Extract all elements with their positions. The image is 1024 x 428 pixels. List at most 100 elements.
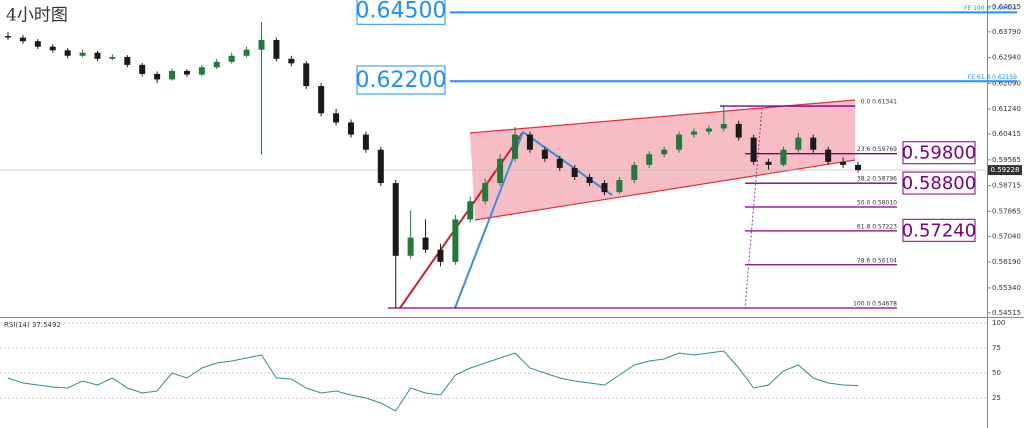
candle-body bbox=[94, 52, 101, 59]
candle-body bbox=[198, 67, 205, 75]
candle-body bbox=[541, 149, 548, 159]
candle-body bbox=[377, 149, 384, 184]
rsi-tick-label: 25 bbox=[992, 394, 1001, 402]
y-tick-label: 0.60415 bbox=[992, 130, 1021, 138]
candle-body bbox=[690, 131, 697, 135]
target-box bbox=[902, 141, 976, 165]
y-tick-label: 0.63790 bbox=[992, 28, 1021, 36]
y-tick-label: 0.61240 bbox=[992, 105, 1021, 113]
current-price-label: 0.59228 bbox=[991, 166, 1020, 174]
candle-body bbox=[467, 201, 474, 220]
candle-body bbox=[482, 183, 489, 202]
candle-body bbox=[750, 137, 757, 162]
candle-body bbox=[5, 36, 11, 38]
y-tick-label: 0.58715 bbox=[992, 182, 1021, 190]
target-box bbox=[902, 218, 976, 242]
candle-body bbox=[347, 122, 354, 135]
target-label: 0.62200 bbox=[356, 68, 447, 93]
fe-label: FE 61.8 0.62159 bbox=[968, 74, 1017, 81]
fib-label: 0.0 0.61341 bbox=[861, 99, 897, 106]
candle-body bbox=[780, 149, 787, 165]
candle-body bbox=[735, 123, 742, 138]
target-label: 0.57240 bbox=[902, 220, 976, 241]
candle-body bbox=[124, 56, 131, 65]
current-price-box bbox=[988, 165, 1022, 176]
rsi-tick-label: 50 bbox=[992, 369, 1001, 377]
candle-body bbox=[154, 73, 161, 80]
candle-body bbox=[392, 183, 399, 256]
candle-body bbox=[840, 161, 847, 165]
candle-body bbox=[79, 52, 86, 56]
candle-body bbox=[601, 183, 608, 193]
candle-body bbox=[676, 134, 683, 150]
candle-body bbox=[631, 164, 638, 181]
y-tick-label: 0.64615 bbox=[992, 3, 1021, 11]
y-tick-label: 0.55340 bbox=[992, 284, 1021, 292]
candle-body bbox=[49, 46, 56, 51]
fib-label: 50.0 0.58010 bbox=[857, 199, 897, 206]
projection-line bbox=[454, 131, 524, 309]
target-box bbox=[356, 0, 446, 25]
candle-body bbox=[497, 158, 504, 184]
fe-label: FE 100.0 0.64433 bbox=[964, 5, 1017, 12]
candle-body bbox=[303, 63, 310, 87]
target-box bbox=[356, 65, 446, 95]
candle-body bbox=[273, 40, 280, 59]
candle-body bbox=[64, 50, 71, 56]
y-tick-label: 0.62090 bbox=[992, 79, 1021, 87]
candle-body bbox=[586, 176, 593, 184]
rsi-tick-label: 100 bbox=[992, 319, 1005, 327]
candle-body bbox=[661, 149, 668, 155]
rsi-tick-label: 75 bbox=[992, 344, 1001, 352]
candle-body bbox=[452, 219, 459, 262]
candle-body bbox=[765, 161, 772, 165]
candle-body bbox=[705, 128, 712, 132]
y-tick-label: 0.57040 bbox=[992, 232, 1021, 240]
candle-body bbox=[616, 180, 623, 193]
fib-label: 38.2 0.58796 bbox=[857, 176, 897, 183]
candle-body bbox=[795, 137, 802, 150]
candle-body bbox=[720, 123, 727, 129]
candle-body bbox=[228, 55, 235, 62]
candle-body bbox=[810, 137, 817, 150]
candle-body bbox=[646, 154, 653, 165]
chart-title: 4小时图 bbox=[6, 6, 68, 26]
candle-body bbox=[34, 41, 41, 47]
y-tick-label: 0.62940 bbox=[992, 54, 1021, 62]
target-label: 0.64500 bbox=[356, 0, 447, 23]
candle-body bbox=[512, 134, 519, 159]
candle-body bbox=[288, 58, 295, 64]
channel-fill bbox=[470, 100, 855, 220]
candle-body bbox=[571, 167, 578, 177]
candle-body bbox=[855, 164, 861, 171]
candle-body bbox=[243, 49, 250, 56]
candle-body bbox=[362, 134, 369, 150]
rsi-label: RSI(14) 37.5492 bbox=[4, 321, 61, 329]
candle-body bbox=[526, 134, 533, 150]
target-box bbox=[902, 171, 976, 195]
candle-body bbox=[318, 86, 325, 114]
candle-body bbox=[333, 113, 340, 123]
y-tick-label: 0.59565 bbox=[992, 156, 1021, 164]
rsi-line bbox=[7, 350, 859, 412]
candle-body bbox=[437, 249, 444, 262]
fib-label: 78.6 0.56104 bbox=[857, 257, 897, 264]
candle-body bbox=[139, 64, 146, 74]
candle-body bbox=[19, 37, 26, 42]
candle-body bbox=[422, 237, 429, 250]
projection-line bbox=[522, 131, 613, 196]
candle-body bbox=[556, 158, 563, 168]
candle-body bbox=[825, 149, 832, 162]
fib-label: 23.6 0.59769 bbox=[857, 146, 897, 153]
y-tick-label: 0.56190 bbox=[992, 258, 1021, 266]
y-tick-label: 0.54515 bbox=[992, 309, 1021, 317]
candle-body bbox=[258, 40, 265, 50]
fib-label: 100.0 0.54678 bbox=[853, 300, 897, 307]
candle-body bbox=[183, 70, 190, 75]
y-tick-label: 0.57865 bbox=[992, 207, 1021, 215]
candle-body bbox=[407, 237, 414, 256]
candle-body bbox=[213, 61, 220, 68]
fib-vertical bbox=[744, 107, 763, 309]
candle-body bbox=[109, 56, 116, 59]
